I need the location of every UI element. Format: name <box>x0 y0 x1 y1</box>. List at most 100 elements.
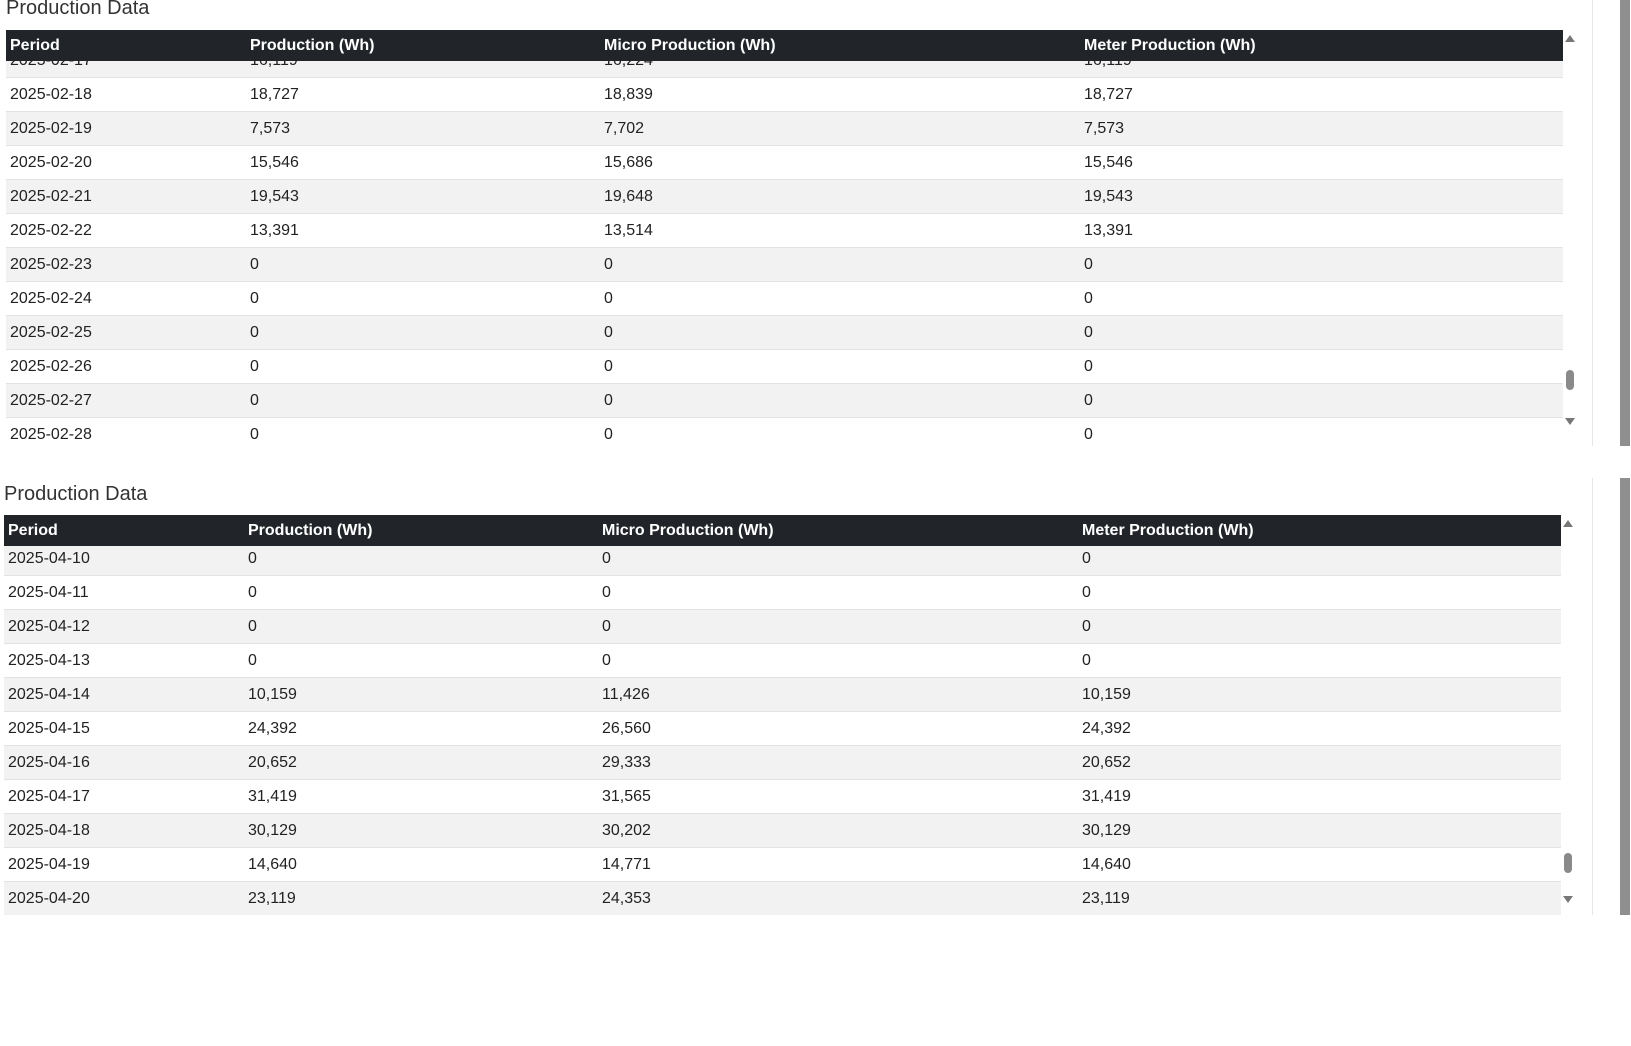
cell-micro-production: 19,648 <box>604 188 653 205</box>
cell-micro-production: 0 <box>604 290 613 307</box>
cell-micro-production: 0 <box>602 584 611 601</box>
cell-production: 0 <box>248 584 257 601</box>
cell-period: 2025-02-24 <box>10 290 92 307</box>
cell-micro-production: 0 <box>602 618 611 635</box>
cell-micro-production: 31,565 <box>602 788 651 805</box>
column-header-meter-production[interactable]: Meter Production (Wh) <box>1084 37 1256 54</box>
table-row: 2025-04-20 23,119 24,353 23,119 <box>4 882 1561 915</box>
cell-meter-production: 16,119 <box>1084 61 1132 77</box>
table-scrollbar[interactable] <box>1563 30 1577 430</box>
cell-period: 2025-02-18 <box>10 86 92 103</box>
divider <box>1592 478 1593 915</box>
cell-micro-production: 29,333 <box>602 754 651 771</box>
table-row: 2025-04-18 30,129 30,202 30,129 <box>4 814 1561 848</box>
table-row: 2025-02-28 0 0 0 <box>6 418 1563 446</box>
column-header-meter-production[interactable]: Meter Production (Wh) <box>1082 522 1254 539</box>
production-table: Period Production (Wh) Micro Production … <box>6 30 1563 446</box>
cell-meter-production: 30,129 <box>1082 822 1131 839</box>
table-row: 2025-02-24 0 0 0 <box>6 282 1563 316</box>
cell-period: 2025-02-23 <box>10 256 92 273</box>
cell-production: 0 <box>250 324 259 341</box>
cell-meter-production: 10,159 <box>1082 686 1131 703</box>
cell-micro-production: 30,202 <box>602 822 651 839</box>
cell-meter-production: 0 <box>1084 324 1093 341</box>
cell-period: 2025-04-10 <box>8 550 90 567</box>
cell-period: 2025-04-17 <box>8 788 90 805</box>
table-row: 2025-04-19 14,640 14,771 14,640 <box>4 848 1561 882</box>
scroll-down-icon[interactable] <box>1565 418 1575 425</box>
column-header-period[interactable]: Period <box>8 522 58 539</box>
cell-period: 2025-02-20 <box>10 154 92 171</box>
table-row: 2025-04-17 31,419 31,565 31,419 <box>4 780 1561 814</box>
cell-meter-production: 31,419 <box>1082 788 1131 805</box>
cell-meter-production: 20,652 <box>1082 754 1131 771</box>
cell-production: 0 <box>248 550 257 567</box>
table-row: 2025-04-16 20,652 29,333 20,652 <box>4 746 1561 780</box>
scrollbar-thumb[interactable] <box>1564 853 1572 873</box>
cell-micro-production: 11,426 <box>602 686 650 703</box>
table-rows: 2025-02-17 16,119 16,224 16,119 2025-02-18 18… <box>6 61 1563 446</box>
cell-production: 15,546 <box>250 154 299 171</box>
cell-meter-production: 19,543 <box>1084 188 1133 205</box>
cell-micro-production: 0 <box>602 652 611 669</box>
cell-meter-production: 0 <box>1082 584 1091 601</box>
cell-period: 2025-02-21 <box>10 188 92 205</box>
cell-micro-production: 14,771 <box>602 856 651 873</box>
scroll-up-icon[interactable] <box>1563 520 1573 527</box>
cell-meter-production: 0 <box>1084 426 1093 443</box>
cell-meter-production: 14,640 <box>1082 856 1131 873</box>
cell-period: 2025-02-25 <box>10 324 92 341</box>
table-scrollbar[interactable] <box>1561 515 1575 908</box>
cell-meter-production: 7,573 <box>1084 120 1125 137</box>
cell-micro-production: 13,514 <box>604 222 653 239</box>
divider <box>1592 0 1593 446</box>
cell-production: 31,419 <box>248 788 297 805</box>
cell-period: 2025-04-15 <box>8 720 90 737</box>
cell-micro-production: 7,702 <box>604 120 645 137</box>
column-header-production[interactable]: Production (Wh) <box>250 37 375 54</box>
cell-period: 2025-02-22 <box>10 222 92 239</box>
scroll-up-icon[interactable] <box>1565 35 1575 42</box>
cell-meter-production: 24,392 <box>1082 720 1131 737</box>
cell-period: 2025-02-27 <box>10 392 92 409</box>
column-header-micro-production[interactable]: Micro Production (Wh) <box>602 522 774 539</box>
cell-meter-production: 15,546 <box>1084 154 1133 171</box>
cell-production: 19,543 <box>250 188 299 205</box>
cell-production: 24,392 <box>248 720 297 737</box>
table-row: 2025-02-22 13,391 13,514 13,391 <box>6 214 1563 248</box>
table-header: Period Production (Wh) Micro Production … <box>6 30 1563 61</box>
column-header-production[interactable]: Production (Wh) <box>248 522 373 539</box>
scroll-down-icon[interactable] <box>1563 896 1573 903</box>
table-row: 2025-02-25 0 0 0 <box>6 316 1563 350</box>
cell-micro-production: 18,839 <box>604 86 653 103</box>
cell-micro-production: 0 <box>604 392 613 409</box>
panel-title: Production Data <box>4 483 148 505</box>
cell-period: 2025-04-12 <box>8 618 90 635</box>
page-scrollbar[interactable] <box>1620 0 1630 446</box>
cell-meter-production: 23,119 <box>1082 890 1130 907</box>
table-row: 2025-02-21 19,543 19,648 19,543 <box>6 180 1563 214</box>
cell-period: 2025-02-19 <box>10 120 92 137</box>
table-header: Period Production (Wh) Micro Production … <box>4 515 1561 546</box>
table-body: 2025-02-17 16,119 16,224 16,119 2025-02-18 18… <box>6 61 1563 446</box>
production-table: Period Production (Wh) Micro Production … <box>4 515 1561 915</box>
table-row: 2025-02-26 0 0 0 <box>6 350 1563 384</box>
scrollbar-thumb[interactable] <box>1566 370 1574 390</box>
cell-period: 2025-02-28 <box>10 426 92 443</box>
cell-production: 7,573 <box>250 120 291 137</box>
cell-production: 13,391 <box>250 222 299 239</box>
cell-period: 2025-04-18 <box>8 822 90 839</box>
cell-period: 2025-04-16 <box>8 754 90 771</box>
cell-period: 2025-04-20 <box>8 890 90 907</box>
cell-meter-production: 18,727 <box>1084 86 1133 103</box>
table-row: 2025-04-13 0 0 0 <box>4 644 1561 678</box>
cell-production: 30,129 <box>248 822 297 839</box>
cell-production: 0 <box>250 358 259 375</box>
column-header-micro-production[interactable]: Micro Production (Wh) <box>604 37 776 54</box>
cell-production: 20,652 <box>248 754 297 771</box>
cell-micro-production: 15,686 <box>604 154 653 171</box>
column-header-period[interactable]: Period <box>10 37 60 54</box>
cell-micro-production: 0 <box>602 550 611 567</box>
table-row: 2025-02-19 7,573 7,702 7,573 <box>6 112 1563 146</box>
page-scrollbar[interactable] <box>1620 478 1630 915</box>
